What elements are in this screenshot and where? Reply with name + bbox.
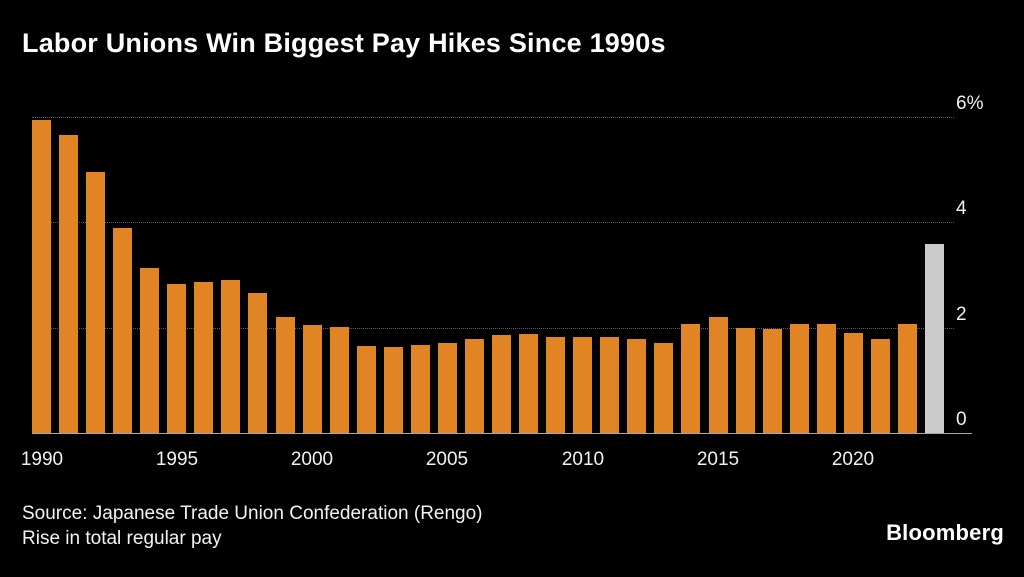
gridline-4 [32,222,954,223]
bar-1993 [113,228,132,433]
bar-2015 [709,317,728,433]
bar-1997 [221,280,240,433]
bar-1998 [248,293,267,433]
bar-2012 [627,339,646,433]
bar-2019 [817,324,836,433]
x-axis-label-1995: 1995 [155,449,199,470]
x-axis-label-2000: 2000 [290,449,334,470]
y-axis-label-4: 4 [956,198,967,219]
bar-2001 [330,327,349,433]
bar-2000 [303,325,322,433]
bar-1995 [167,284,186,433]
y-axis-label-6: 6% [956,93,984,114]
bar-2005 [438,343,457,433]
bar-2008 [519,334,538,433]
bar-1994 [140,268,159,433]
bar-1990 [32,120,51,433]
bar-1992 [86,172,105,433]
bar-2004 [411,345,430,433]
bar-2022 [898,324,917,433]
bar-2017 [763,329,782,433]
bar-2002 [357,346,376,433]
bar-1991 [59,135,78,433]
bar-2018 [790,324,809,433]
x-axis-label-1990: 1990 [20,449,64,470]
bar-2014 [681,324,700,433]
bar-2003 [384,347,403,433]
bar-2013 [654,343,673,433]
bar-2011 [600,337,619,433]
caption-text: Rise in total regular pay [22,528,222,549]
chart-title: Labor Unions Win Biggest Pay Hikes Since… [22,28,666,58]
bar-2020 [844,333,863,433]
bar-2016 [736,328,755,433]
x-axis-baseline [32,433,972,434]
y-axis-label-2: 2 [956,304,967,325]
source-text: Source: Japanese Trade Union Confederati… [22,503,483,524]
gridline-6 [32,117,954,118]
bar-2010 [573,337,592,433]
gridline-2 [32,328,954,329]
bloomberg-logo: Bloomberg [886,520,1004,545]
y-axis-label-0: 0 [956,409,967,430]
bar-2021 [871,339,890,433]
bar-1999 [276,317,295,433]
bar-1996 [194,282,213,433]
bar-2007 [492,335,511,433]
x-axis-label-2005: 2005 [425,449,469,470]
bar-2009 [546,337,565,433]
x-axis-label-2015: 2015 [696,449,740,470]
bar-2006 [465,339,484,433]
x-axis-label-2010: 2010 [561,449,605,470]
x-axis-label-2020: 2020 [831,449,875,470]
bar-2023 [925,244,944,433]
